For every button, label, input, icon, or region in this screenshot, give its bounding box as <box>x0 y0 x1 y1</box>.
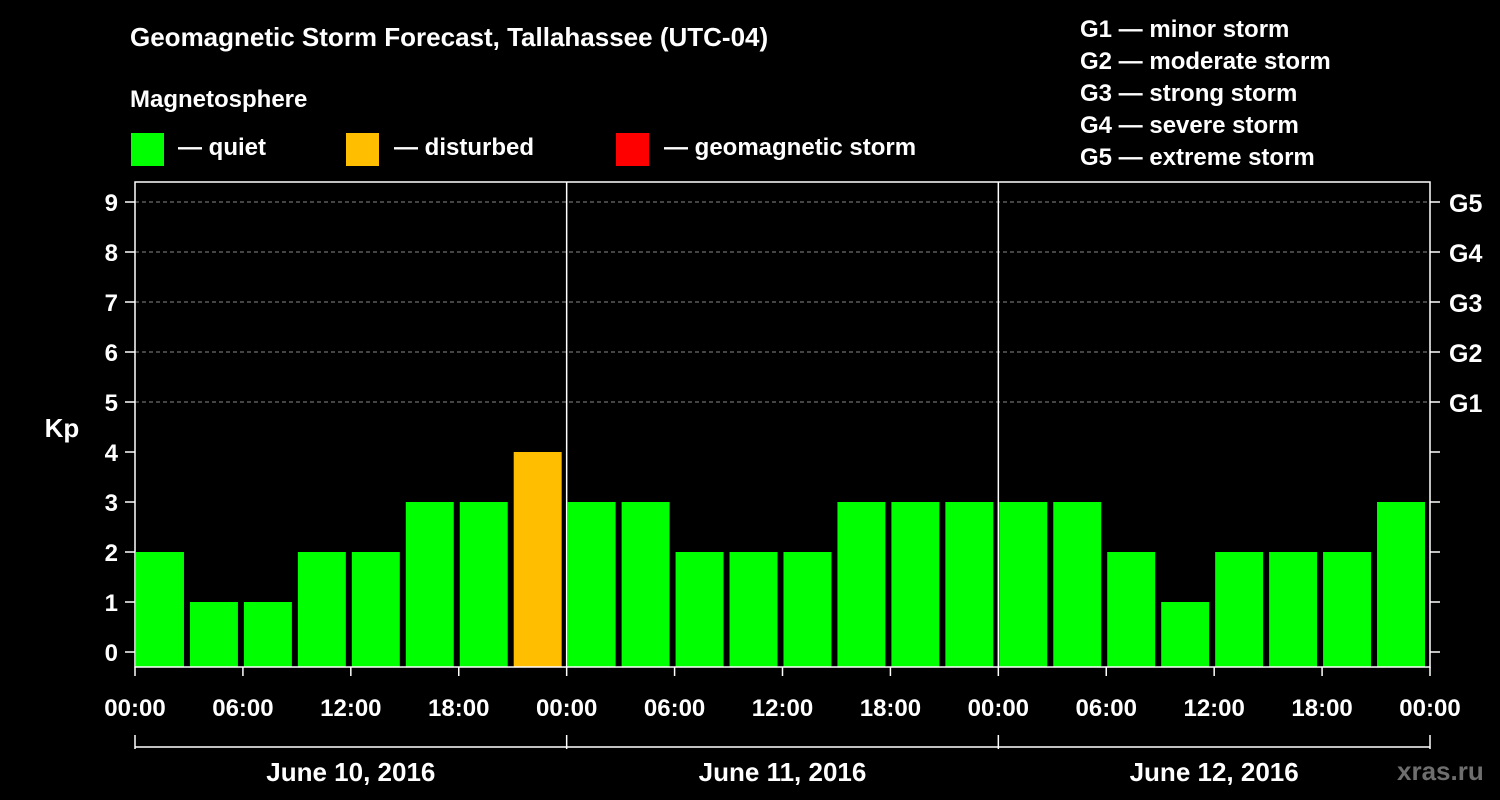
legend-label-storm: — geomagnetic storm <box>664 134 917 161</box>
legend-label-disturbed: — disturbed <box>394 134 535 161</box>
y-tick-label: 1 <box>105 590 118 617</box>
storm-scale-g4: G4 — severe storm <box>1080 112 1299 139</box>
storm-scale-g5: G5 — extreme storm <box>1080 144 1315 171</box>
kp-bar <box>1215 552 1264 667</box>
storm-scale-g1: G1 — minor storm <box>1080 16 1290 43</box>
date-label: June 12, 2016 <box>1130 757 1299 787</box>
date-label: June 10, 2016 <box>266 757 435 787</box>
kp-bar <box>621 502 670 667</box>
kp-bar <box>1161 602 1210 667</box>
y-tick-label: 8 <box>105 240 118 267</box>
y-tick-label: 9 <box>105 190 118 217</box>
kp-bar <box>351 552 400 667</box>
x-tick-label: 06:00 <box>1076 695 1137 722</box>
kp-bar <box>837 502 886 667</box>
y-tick-label: 0 <box>105 640 118 667</box>
g-level-label: G2 <box>1449 340 1482 368</box>
x-tick-label: 12:00 <box>320 695 381 722</box>
x-tick-label: 06:00 <box>212 695 273 722</box>
chart-title: Geomagnetic Storm Forecast, Tallahassee … <box>130 22 769 52</box>
g-level-label: G3 <box>1449 290 1482 318</box>
kp-bar <box>999 502 1048 667</box>
x-tick-label: 12:00 <box>1183 695 1244 722</box>
x-tick-label: 00:00 <box>104 695 165 722</box>
watermark: xras.ru <box>1397 756 1484 786</box>
legend-label-quiet: — quiet <box>178 134 266 161</box>
storm-scale-list: G1 — minor storm G2 — moderate storm G3 … <box>1080 14 1331 174</box>
legend-swatch-quiet <box>131 133 164 166</box>
kp-bar <box>243 602 292 667</box>
kp-bar <box>783 552 832 667</box>
kp-bar <box>729 552 778 667</box>
x-tick-label: 00:00 <box>536 695 597 722</box>
y-tick-label: 5 <box>105 390 118 417</box>
kp-bar <box>1269 552 1318 667</box>
y-tick-label: 4 <box>105 440 119 467</box>
x-tick-label: 18:00 <box>1291 695 1352 722</box>
storm-scale-g3: G3 — strong storm <box>1080 80 1298 107</box>
x-tick-label: 00:00 <box>968 695 1029 722</box>
x-tick-label: 12:00 <box>752 695 813 722</box>
kp-bar <box>513 452 562 667</box>
kp-bar <box>459 502 508 667</box>
legend-swatch-storm <box>616 133 649 166</box>
kp-bar <box>1107 552 1156 667</box>
y-tick-label: 6 <box>105 340 118 367</box>
kp-bar <box>1053 502 1102 667</box>
kp-bar <box>136 552 184 667</box>
x-tick-label: 00:00 <box>1399 695 1460 722</box>
legend-swatch-disturbed <box>346 133 379 166</box>
kp-bar <box>1377 502 1425 667</box>
g-level-label: G5 <box>1449 190 1482 218</box>
y-tick-label: 3 <box>105 490 118 517</box>
g-level-label: G4 <box>1449 240 1482 268</box>
kp-bar <box>891 502 940 667</box>
kp-bar <box>1431 502 1479 667</box>
x-tick-label: 18:00 <box>860 695 921 722</box>
kp-bar <box>1323 552 1372 667</box>
kp-bar <box>189 602 238 667</box>
kp-bar <box>405 502 454 667</box>
storm-scale-g2: G2 — moderate storm <box>1080 48 1331 75</box>
x-tick-label: 18:00 <box>428 695 489 722</box>
x-tick-label: 06:00 <box>644 695 705 722</box>
kp-bar <box>945 502 994 667</box>
magnetosphere-label: Magnetosphere <box>130 86 308 113</box>
y-axis-title: Kp <box>45 413 80 443</box>
kp-bar <box>297 552 346 667</box>
y-tick-label: 7 <box>105 290 118 317</box>
y-tick-label: 2 <box>105 540 118 567</box>
kp-bar <box>567 502 616 667</box>
g-level-label: G1 <box>1449 390 1482 418</box>
date-label: June 11, 2016 <box>699 757 867 787</box>
kp-bar <box>675 552 724 667</box>
